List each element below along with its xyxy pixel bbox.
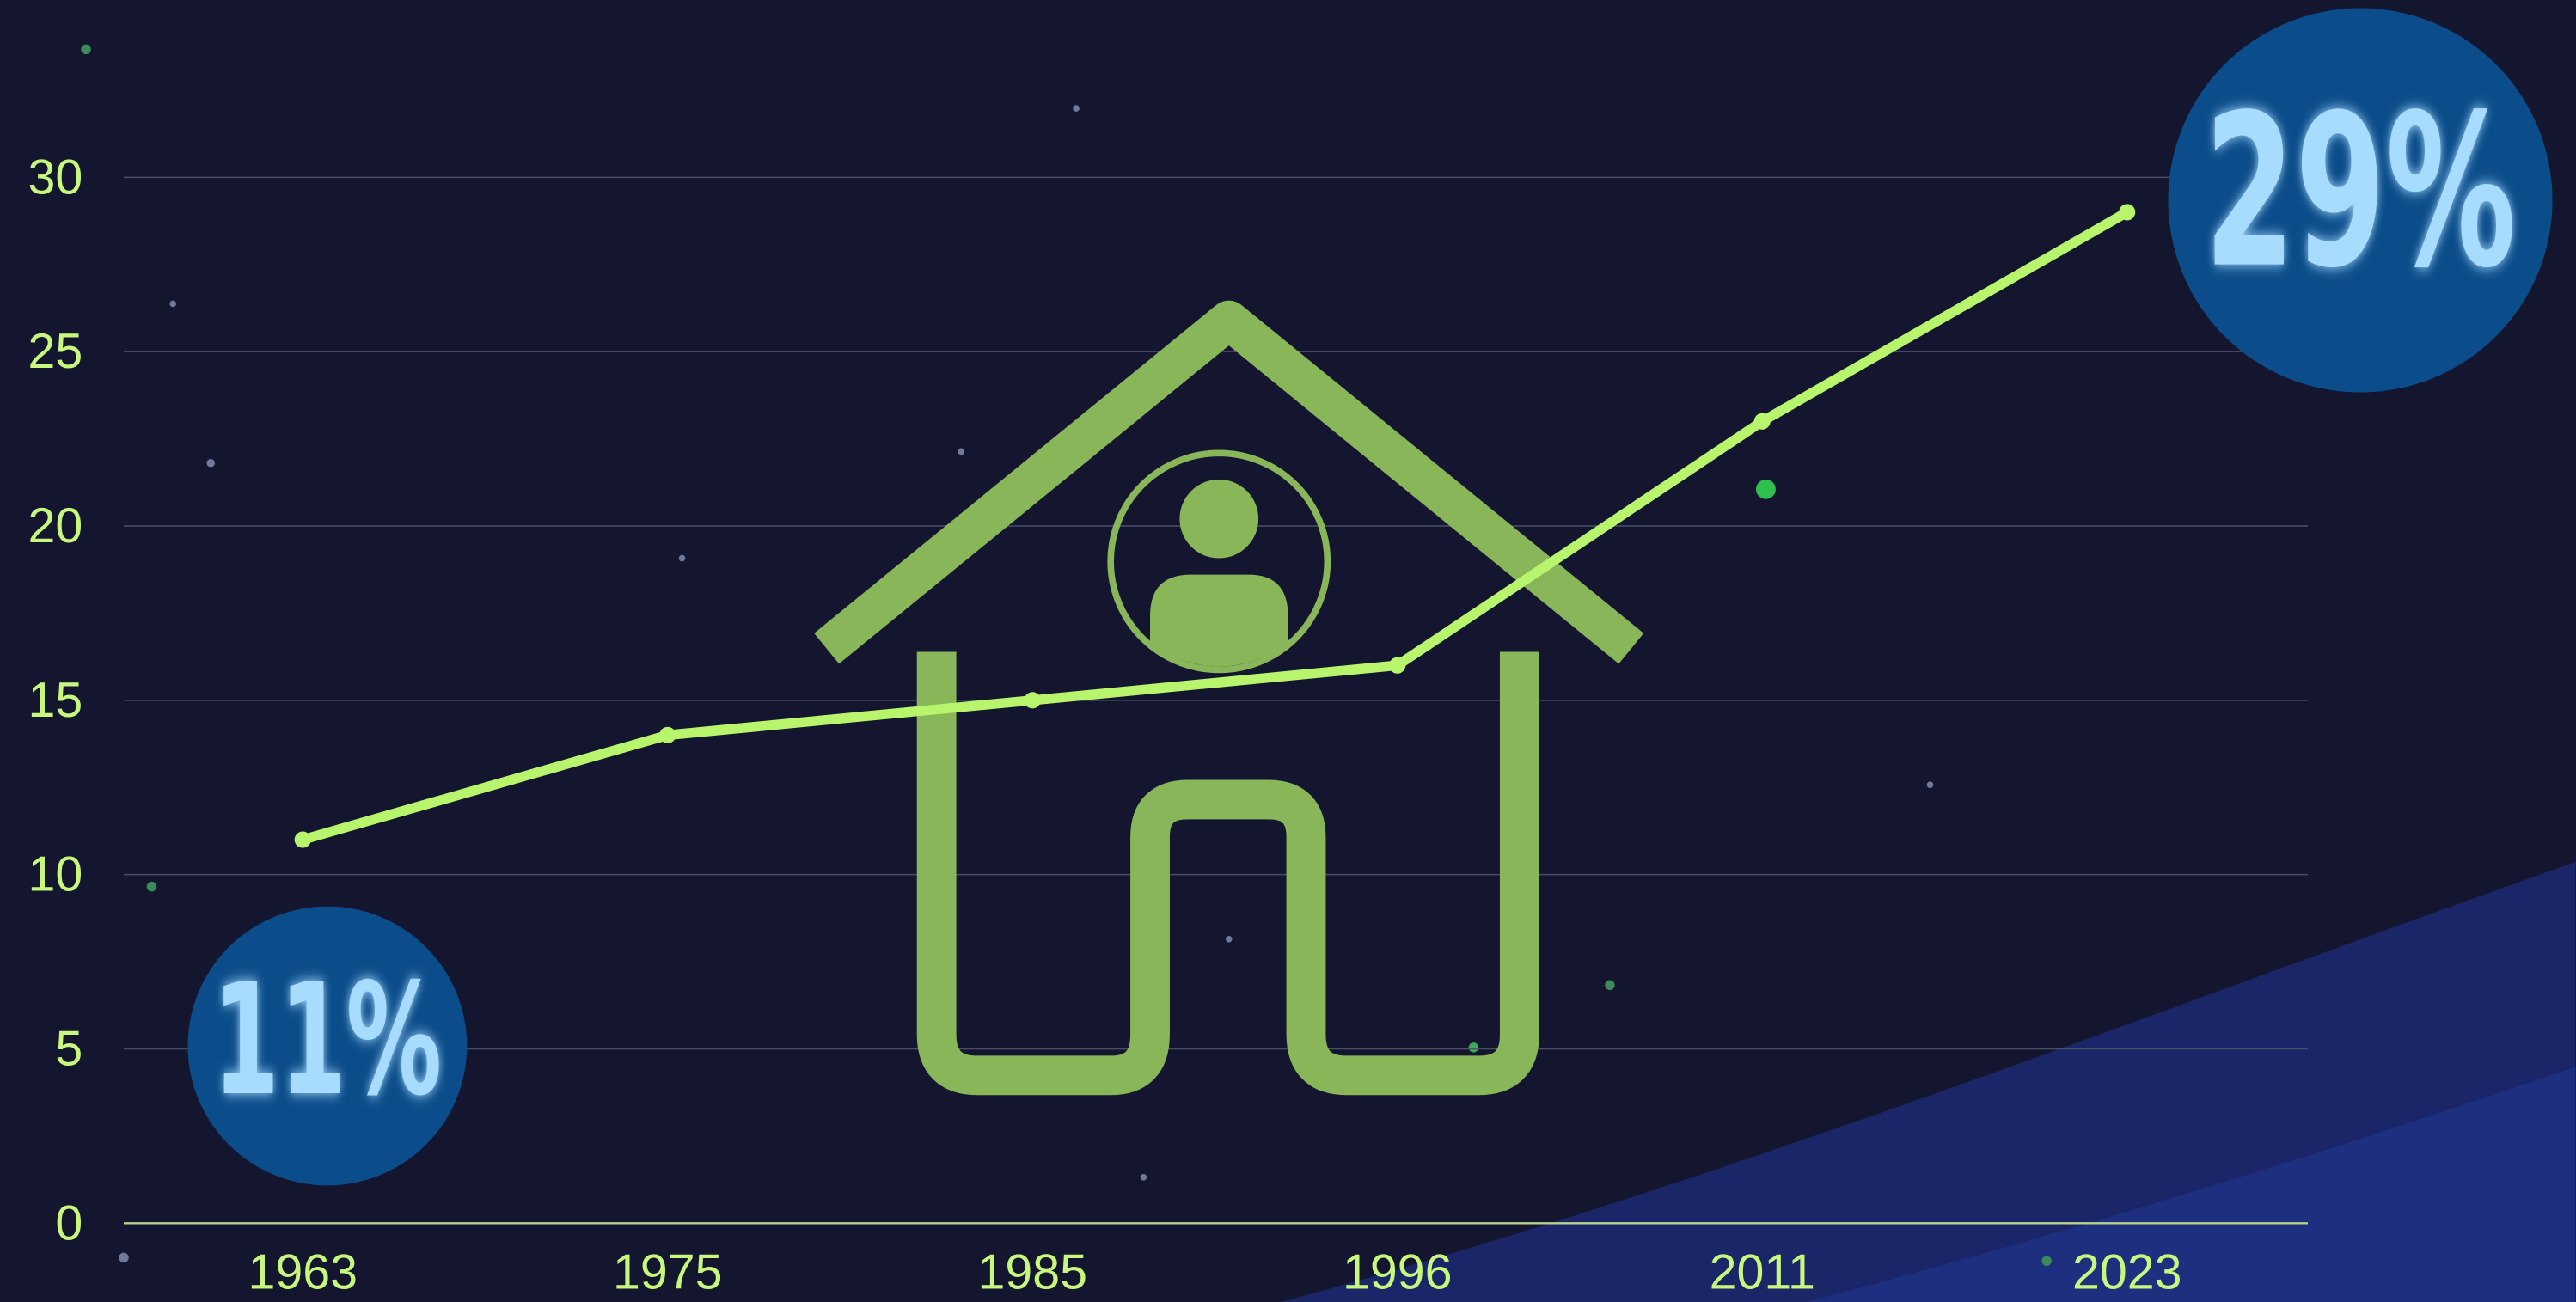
- y-tick-label: 10: [28, 847, 83, 902]
- x-tick-label: 2011: [1710, 1245, 1815, 1300]
- y-tick-label: 0: [55, 1195, 83, 1250]
- x-tick-label: 1963: [248, 1245, 357, 1300]
- x-tick-label: 1985: [977, 1245, 1086, 1300]
- line: [297, 207, 2132, 845]
- plot: 0 5 10 15 20 25 30 1963 1975 1985 1996 2011 2023: [28, 150, 2181, 1299]
- badge: [187, 906, 468, 1186]
- point: [294, 831, 311, 848]
- x-tick-label: 1975: [613, 1245, 722, 1300]
- y-tick-label: 25: [28, 324, 83, 379]
- x-tick-label: 1996: [1343, 1245, 1452, 1300]
- point: [1024, 692, 1041, 709]
- background-wave: [1807, 1067, 2576, 1302]
- point: [1389, 657, 1406, 674]
- x-tick-label: 2023: [2072, 1245, 2181, 1300]
- stars: [81, 44, 2052, 1266]
- point: [659, 726, 676, 743]
- house-icon: [814, 300, 1644, 1096]
- point: [2119, 204, 2136, 221]
- y-tick-label: 30: [28, 150, 83, 205]
- badge-label: 29%: [2205, 69, 2517, 314]
- point: [1753, 413, 1771, 430]
- y-tick-label: 20: [28, 498, 83, 553]
- y-tick-label: 5: [55, 1021, 83, 1076]
- y-tick-label: 15: [28, 673, 83, 728]
- badge-label: 11%: [213, 951, 443, 1130]
- badge: [2168, 8, 2553, 393]
